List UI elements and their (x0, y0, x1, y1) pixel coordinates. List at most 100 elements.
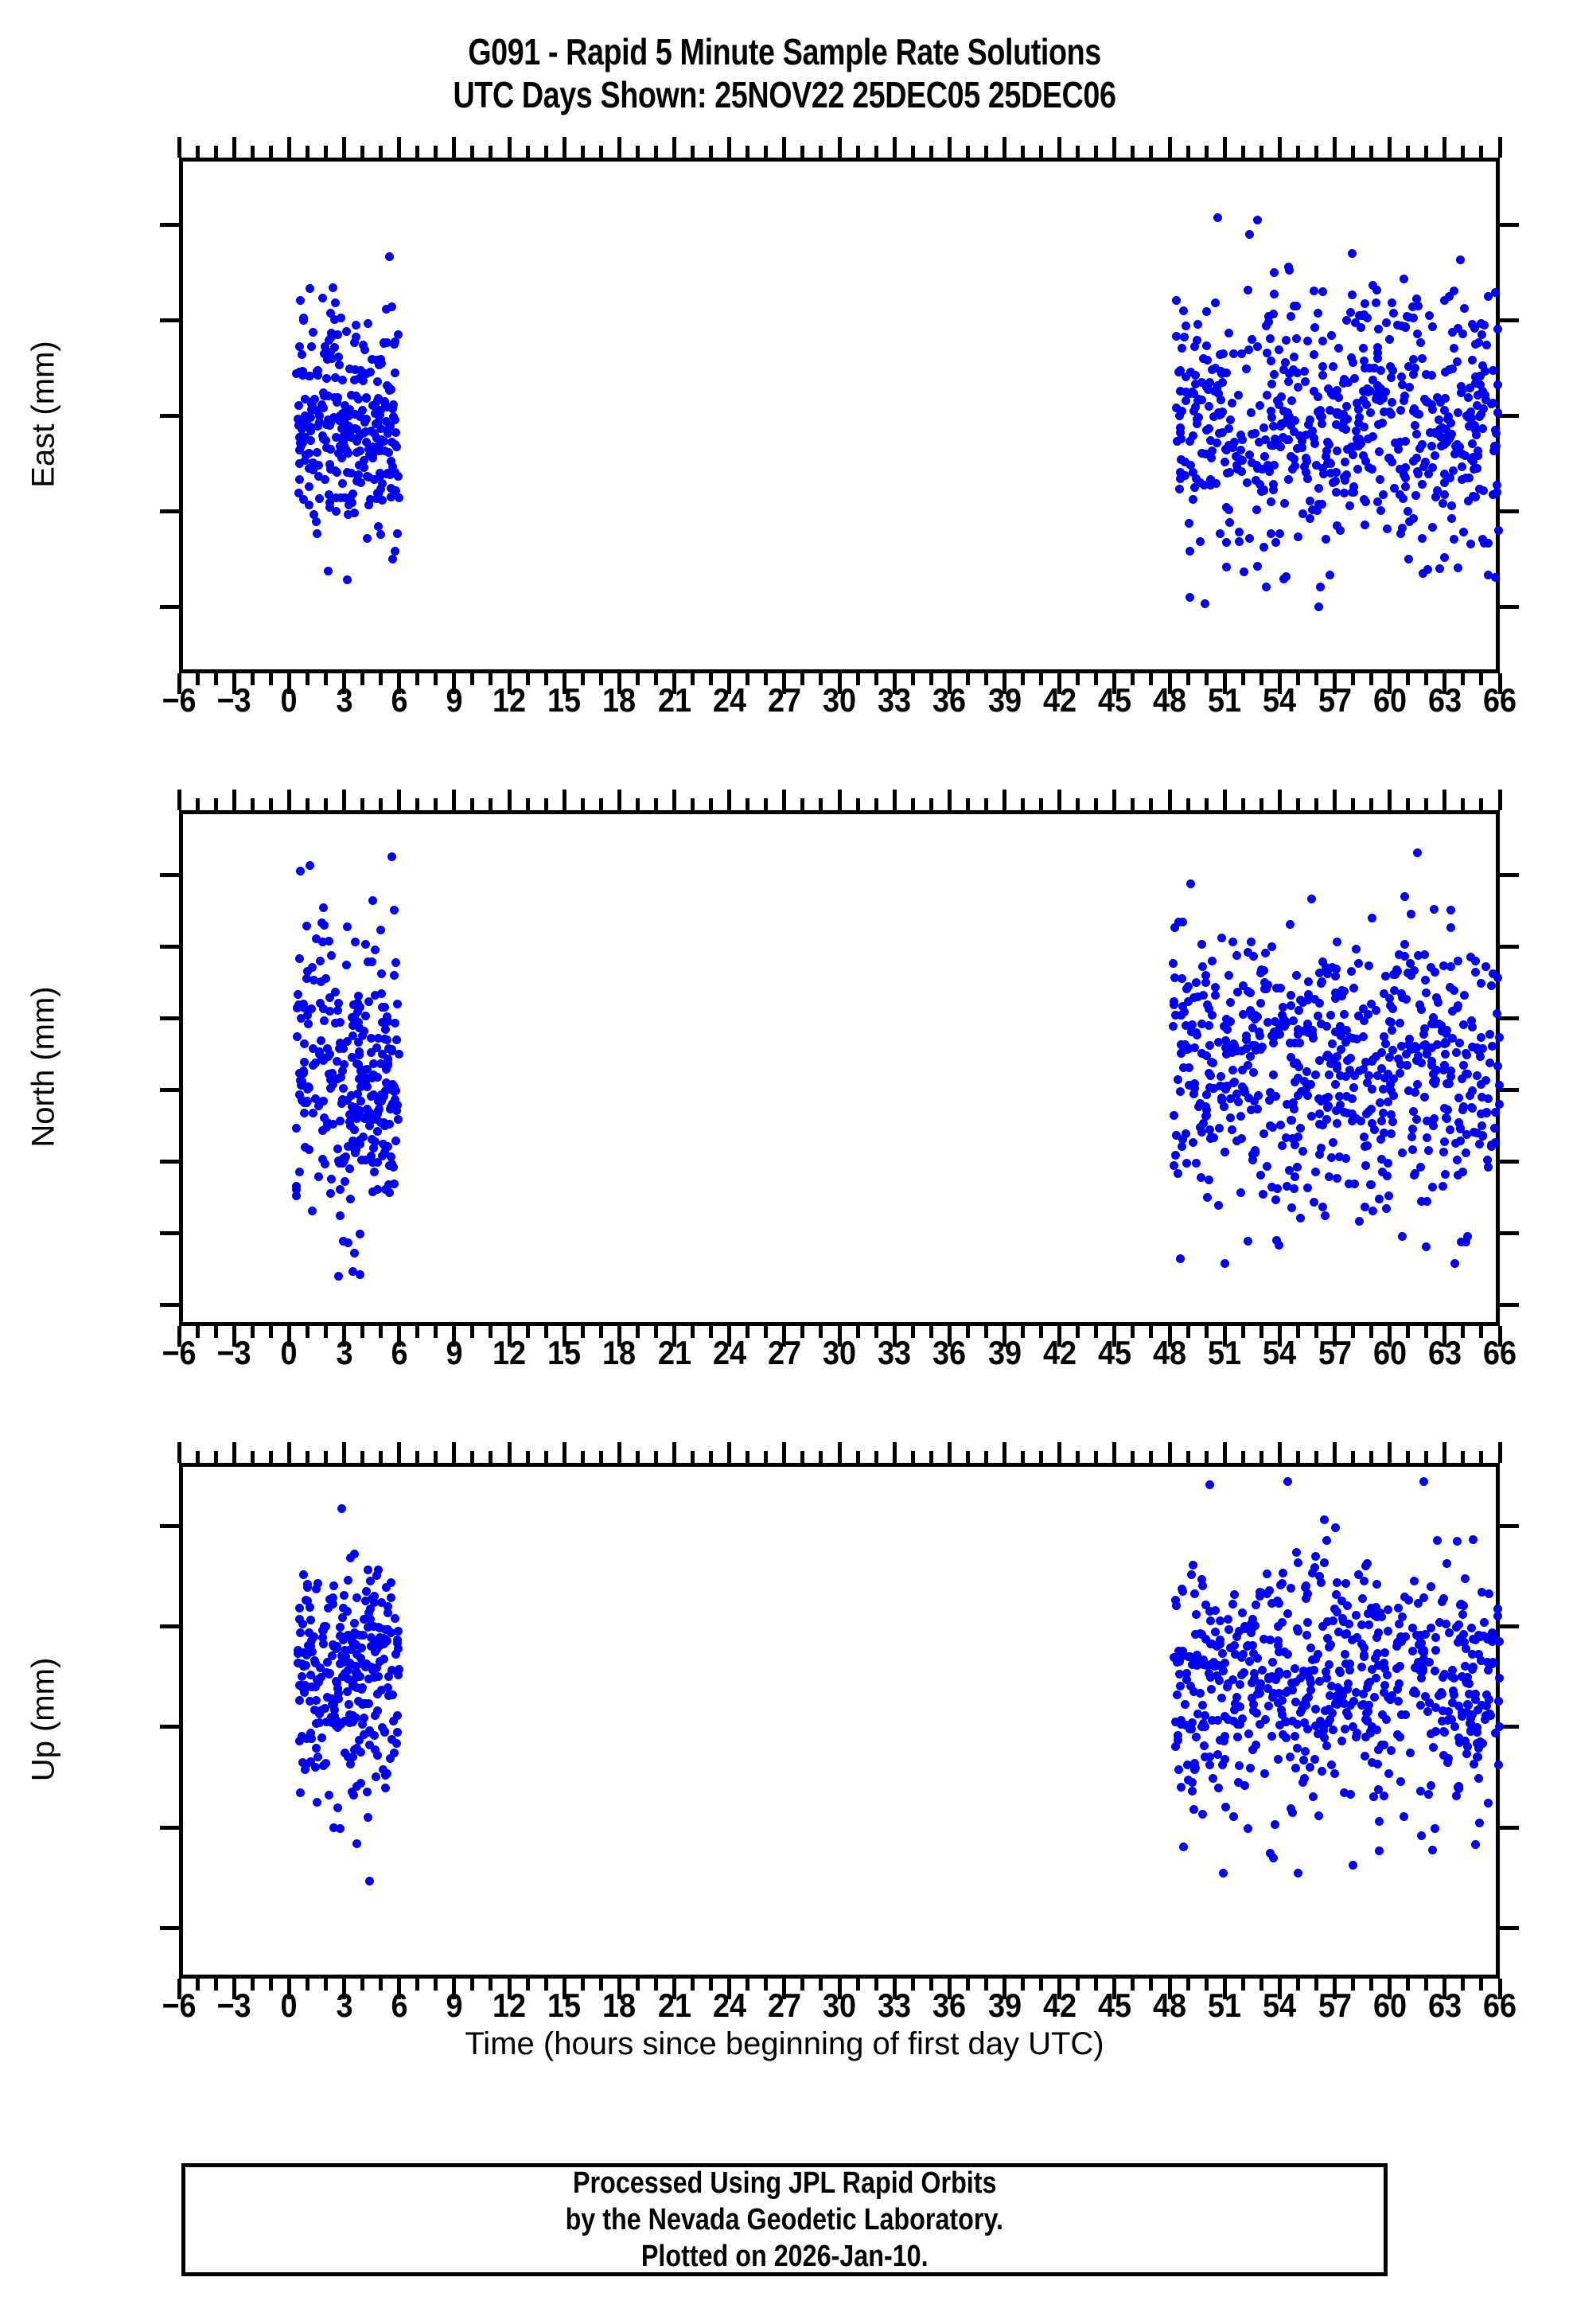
data-point (1380, 1039, 1390, 1048)
data-point (1178, 306, 1188, 316)
data-point (1263, 1569, 1272, 1579)
data-point (377, 969, 387, 978)
x-tick-mark (177, 1442, 181, 1463)
data-point (392, 1711, 402, 1721)
data-point (1471, 967, 1480, 977)
data-point (1240, 1622, 1250, 1632)
data-point (1305, 496, 1314, 505)
data-point (337, 423, 346, 433)
data-point (302, 419, 312, 428)
data-point (333, 1684, 343, 1694)
x-tick-mark (1039, 146, 1044, 158)
data-point (1378, 1085, 1388, 1094)
data-point (1361, 299, 1370, 309)
x-tick-mark (1204, 146, 1209, 158)
data-point (1177, 1011, 1186, 1020)
data-point (1454, 1094, 1463, 1103)
data-point (1261, 582, 1271, 591)
data-point (1226, 1017, 1236, 1027)
x-tick-label: 66 (1482, 1334, 1517, 1371)
data-point (342, 1036, 352, 1046)
data-point (1324, 439, 1333, 449)
data-point (330, 1706, 340, 1715)
x-tick-mark (1406, 1979, 1411, 1991)
x-tick-mark (727, 1326, 732, 1347)
x-tick-mark (1039, 1451, 1044, 1463)
chart-title-line-2: UTC Days Shown: 25NOV22 25DEC05 25DEC06 (453, 74, 1116, 115)
y-tick-mark (1500, 1159, 1519, 1164)
x-tick-mark (1314, 673, 1318, 685)
data-point (345, 405, 354, 415)
y-tick-mark (160, 1087, 179, 1092)
data-point (1341, 1579, 1350, 1589)
data-point (1411, 490, 1420, 500)
data-point (1478, 1044, 1488, 1054)
data-point (1363, 1683, 1372, 1693)
x-tick-mark (1295, 673, 1300, 685)
data-point (1189, 1687, 1199, 1697)
data-point (307, 1683, 317, 1692)
data-point (1461, 1238, 1470, 1247)
data-point (1246, 1764, 1256, 1773)
x-tick-label: 63 (1427, 1334, 1462, 1371)
data-point (1478, 535, 1488, 544)
x-tick-mark (213, 1979, 218, 1991)
data-point (1277, 1141, 1287, 1150)
data-point (1322, 1674, 1331, 1683)
data-point (1344, 1679, 1353, 1688)
data-point (295, 1628, 305, 1637)
x-tick-mark (507, 790, 512, 810)
data-point (1429, 904, 1439, 914)
data-point (1281, 335, 1291, 345)
data-point (294, 489, 303, 498)
data-point (1368, 1119, 1377, 1129)
data-point (1177, 974, 1186, 984)
data-point (391, 958, 401, 968)
data-point (329, 1119, 338, 1129)
data-point (1281, 357, 1291, 367)
data-point (1171, 296, 1181, 306)
data-point (1189, 1765, 1199, 1775)
data-point (1282, 1133, 1291, 1142)
data-point (1428, 523, 1438, 532)
data-point (1220, 458, 1229, 467)
data-point (356, 1644, 366, 1653)
data-point (352, 1743, 361, 1753)
data-point (1362, 314, 1372, 323)
data-point (368, 896, 377, 906)
data-point (1295, 1123, 1305, 1133)
data-point (1269, 440, 1279, 450)
data-point (306, 1004, 316, 1014)
data-point (1216, 1071, 1225, 1081)
data-point (1306, 1112, 1316, 1121)
x-tick-label: 45 (1097, 1334, 1131, 1371)
x-tick-mark (507, 673, 512, 694)
data-point (1293, 1626, 1302, 1636)
data-point (390, 970, 399, 980)
data-point (318, 1155, 327, 1164)
x-tick-mark (1406, 146, 1411, 158)
data-point (1283, 1686, 1293, 1695)
x-tick-mark (983, 1326, 988, 1338)
data-point (1426, 1780, 1435, 1790)
data-point (327, 1651, 337, 1660)
data-point (1291, 970, 1301, 980)
data-point (383, 1043, 393, 1053)
x-tick-mark (543, 1451, 548, 1463)
data-point (1170, 973, 1180, 983)
data-point (1232, 461, 1242, 470)
data-point (306, 1603, 315, 1612)
x-tick-mark (1314, 1326, 1318, 1338)
data-point (1439, 1066, 1448, 1075)
x-tick-mark (855, 146, 860, 158)
data-point (1428, 1121, 1438, 1131)
x-tick-mark (1076, 1326, 1080, 1338)
data-point (1360, 1016, 1369, 1026)
data-point (301, 456, 310, 466)
data-point (1189, 342, 1199, 351)
data-point (1217, 395, 1226, 404)
data-point (352, 1661, 361, 1671)
data-point (1313, 1729, 1322, 1739)
data-point (352, 1114, 362, 1124)
x-tick-mark (434, 1326, 438, 1338)
